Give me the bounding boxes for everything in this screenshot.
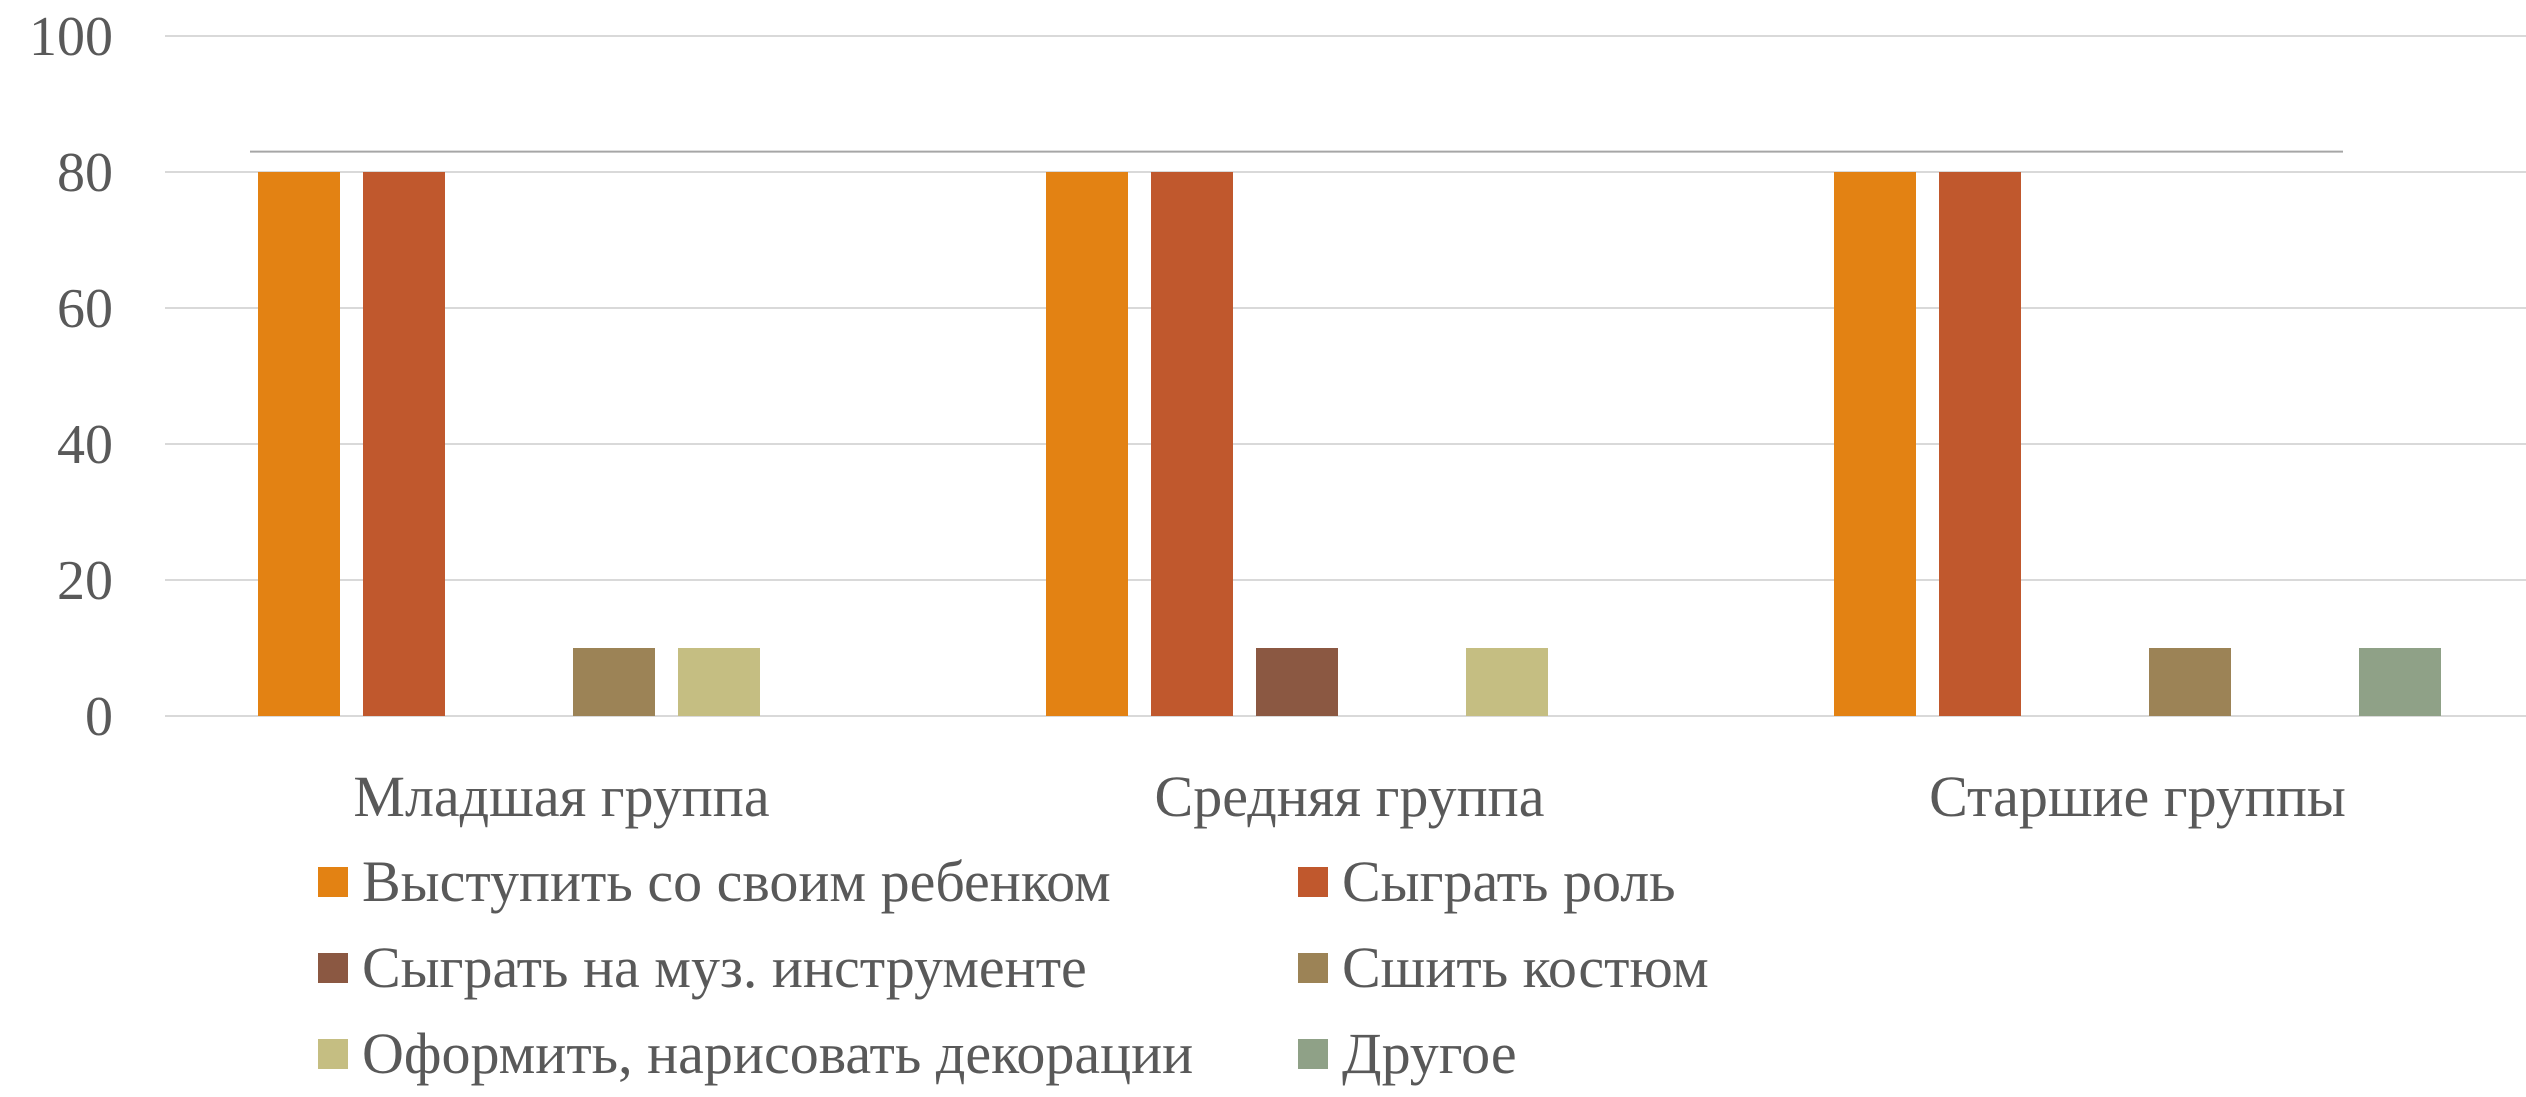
legend-item: Сыграть на муз. инструменте (318, 934, 1087, 1001)
category-labels: Младшая группа Средняя группа Старшие груп… (353, 764, 2345, 829)
legend-item: Выступить со своим ребенком (318, 848, 1111, 915)
bar-5-1 (678, 648, 760, 716)
legend-swatch (318, 1038, 348, 1069)
legend-label: Оформить, нарисовать декорации (362, 1021, 1194, 1086)
gridlines (165, 35, 2526, 717)
legend-label: Сыграть роль (1342, 849, 1676, 914)
legend-swatch (1298, 866, 1328, 897)
legend-swatch (318, 866, 348, 897)
bar-2-1 (363, 172, 445, 716)
bar-3-2 (1256, 648, 1338, 716)
bars (258, 172, 2441, 716)
category-label: Средняя группа (1155, 764, 1545, 829)
legend-swatch (1298, 1038, 1328, 1069)
bar-6-3 (2359, 648, 2441, 716)
bar-5-2 (1466, 648, 1548, 716)
y-tick-label: 100 (29, 6, 113, 68)
bar-2-2 (1151, 172, 1233, 716)
y-tick-label: 80 (57, 142, 113, 204)
category-label: Младшая группа (353, 764, 769, 829)
bar-1-1 (258, 172, 340, 716)
category-label: Старшие группы (1929, 764, 2346, 829)
y-tick-label: 60 (57, 278, 113, 340)
bar-4-3 (2149, 648, 2231, 716)
legend-label: Другое (1342, 1021, 1517, 1086)
y-tick-label: 40 (57, 414, 113, 476)
y-tick-label: 0 (85, 686, 113, 748)
bar-1-3 (1834, 172, 1916, 716)
legend-swatch (318, 952, 348, 983)
legend-item: Другое (1298, 1020, 1517, 1087)
bar-1-2 (1046, 172, 1128, 716)
legend-label: Выступить со своим ребенком (362, 849, 1111, 914)
bar-2-3 (1939, 172, 2021, 716)
legend-label: Сыграть на муз. инструменте (362, 935, 1087, 1000)
legend-swatch (1298, 952, 1328, 983)
legend-label: Сшить костюм (1342, 935, 1709, 1000)
legend-item: Оформить, нарисовать декорации (318, 1020, 1193, 1087)
legend-item: Сыграть роль (1298, 848, 1676, 915)
bar-4-1 (573, 648, 655, 716)
y-axis-tick-labels: 0 20 40 60 80 100 (29, 6, 113, 748)
legend-item: Сшить костюм (1298, 934, 1709, 1001)
y-tick-label: 20 (57, 550, 113, 612)
